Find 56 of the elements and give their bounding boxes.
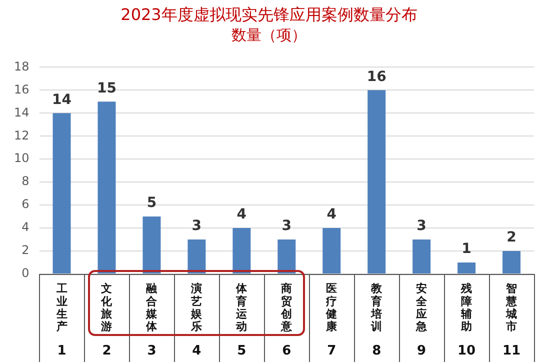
bar bbox=[412, 240, 431, 274]
y-tick-label: 10 bbox=[14, 151, 30, 166]
y-tick-label: 8 bbox=[22, 174, 30, 188]
x-tick-label: 安全应急 bbox=[415, 282, 428, 334]
data-label: 15 bbox=[96, 80, 116, 96]
text: 2 bbox=[102, 343, 112, 358]
y-tick-label: 2 bbox=[22, 243, 30, 258]
bar bbox=[322, 228, 341, 274]
x-tick-label: 教育培训 bbox=[370, 282, 384, 334]
x-tick-label: 文化旅游 bbox=[100, 282, 114, 334]
bar bbox=[458, 262, 476, 274]
text: 5 bbox=[237, 343, 246, 358]
x-tick-label: 智慧城市 bbox=[505, 282, 518, 334]
data-label: 4 bbox=[236, 206, 247, 223]
x-tick-label: 体育运动 bbox=[235, 282, 248, 334]
bar bbox=[142, 216, 161, 274]
x-tick-label: 融合媒体 bbox=[145, 282, 158, 334]
data-label: 5 bbox=[146, 195, 157, 212]
chart-subtitle: 数量（项） bbox=[232, 26, 306, 44]
text: 10 bbox=[457, 343, 476, 358]
x-tick-label: 演艺娱乐 bbox=[190, 282, 204, 334]
data-label: 16 bbox=[366, 68, 386, 85]
text: 3 bbox=[147, 343, 156, 358]
x-tick-label: 工业生产 bbox=[55, 282, 68, 334]
text: 9 bbox=[417, 343, 426, 358]
text: 8 bbox=[372, 343, 382, 358]
y-tick-label: 18 bbox=[14, 59, 30, 74]
data-label: 3 bbox=[192, 218, 202, 234]
text: 7 bbox=[327, 343, 336, 358]
data-label: 1 bbox=[462, 241, 472, 258]
text: 11 bbox=[502, 343, 521, 358]
bar bbox=[278, 240, 296, 274]
bar bbox=[188, 240, 206, 274]
data-label: 3 bbox=[282, 218, 292, 234]
x-tick-label: 商贸创意 bbox=[280, 282, 294, 334]
x-tick-label: 残障辅助 bbox=[460, 282, 472, 334]
chart-title: 2023年度虚拟现实先锋应用案例数量分布 bbox=[120, 4, 418, 24]
y-tick-label: 12 bbox=[14, 128, 30, 142]
bar bbox=[368, 90, 386, 274]
x-tick-label: 医疗健康 bbox=[325, 282, 338, 334]
y-tick-label: 16 bbox=[14, 82, 30, 96]
data-label: 4 bbox=[326, 206, 337, 223]
y-tick-label: 6 bbox=[22, 197, 30, 212]
data-label: 2 bbox=[506, 230, 516, 246]
data-label: 3 bbox=[416, 218, 426, 234]
bar bbox=[232, 228, 251, 274]
bar bbox=[502, 251, 521, 274]
y-tick-label: 4 bbox=[22, 220, 30, 234]
text: 6 bbox=[282, 343, 292, 358]
bar bbox=[98, 102, 116, 274]
data-label: 14 bbox=[52, 92, 72, 108]
text: 4 bbox=[192, 343, 202, 358]
bar bbox=[52, 113, 71, 274]
y-tick-label: 0 bbox=[22, 266, 30, 280]
y-tick-label: 14 bbox=[14, 105, 30, 120]
text: 1 bbox=[57, 343, 66, 358]
